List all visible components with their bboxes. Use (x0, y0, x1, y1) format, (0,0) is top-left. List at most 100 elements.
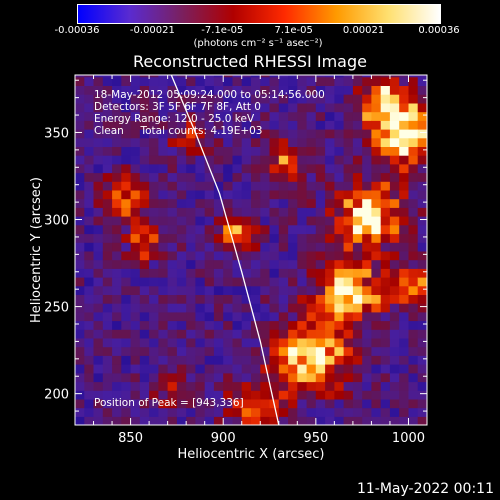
heatmap-cell (84, 120, 95, 130)
heatmap-cell (167, 146, 178, 156)
heatmap-cell (167, 303, 178, 313)
heatmap-cell (93, 407, 104, 417)
heatmap-cell (232, 398, 243, 409)
heatmap-cell (417, 294, 427, 304)
x-tick-label: 900 (211, 431, 236, 446)
heatmap-cell (223, 181, 234, 191)
heatmap-cell (315, 311, 326, 322)
heatmap-cell (417, 381, 427, 391)
heatmap-cell (278, 181, 289, 191)
heatmap-cell (288, 364, 298, 374)
heatmap-cell (306, 94, 317, 104)
heatmap-cell (102, 120, 113, 130)
heatmap-cell (343, 224, 354, 235)
heatmap-cell (325, 372, 335, 383)
heatmap-cell (223, 137, 234, 147)
heatmap-cell (408, 224, 419, 235)
heatmap-cell (149, 294, 159, 304)
heatmap-cell (186, 250, 197, 261)
heatmap-cell (75, 216, 85, 226)
heatmap-cell (223, 146, 234, 156)
heatmap-cell (93, 259, 104, 269)
heatmap-cell (278, 137, 289, 147)
heatmap-cell (130, 216, 141, 226)
heatmap-cell (251, 337, 261, 348)
heatmap-cell (362, 329, 373, 339)
heatmap-cell (158, 416, 169, 425)
heatmap-cell (232, 181, 243, 191)
heatmap-cell (176, 172, 187, 182)
heatmap-cell (297, 250, 308, 261)
heatmap-cell (223, 85, 234, 95)
heatmap-cell (269, 111, 280, 121)
heatmap-cell (371, 355, 382, 365)
heatmap-cell (380, 233, 391, 243)
heatmap-cell (278, 416, 289, 425)
heatmap-cell (269, 303, 280, 313)
heatmap-cell (269, 102, 280, 113)
heatmap-cell (334, 155, 345, 165)
heatmap-cell (278, 216, 289, 226)
heatmap-cell (417, 242, 427, 252)
heatmap-cell (417, 416, 427, 425)
heatmap-cell (176, 76, 187, 86)
heatmap-cell (167, 390, 178, 400)
heatmap-cell (158, 120, 169, 130)
heatmap-cell (352, 198, 363, 208)
heatmap-cell (176, 364, 187, 374)
heatmap-cell (399, 163, 410, 174)
heatmap-cell (380, 137, 391, 147)
heatmap-cell (102, 390, 113, 400)
heatmap-cell (176, 277, 187, 287)
heatmap-cell (241, 85, 252, 95)
heatmap-cell (223, 329, 234, 339)
heatmap-cell (408, 277, 419, 287)
info-energy-range: Energy Range: 12.0 - 25.0 keV (94, 113, 255, 125)
heatmap-cell (389, 268, 400, 278)
heatmap-cell (352, 311, 363, 322)
heatmap-cell (371, 277, 382, 287)
heatmap-cell (306, 259, 317, 269)
heatmap-cell (334, 285, 345, 295)
heatmap-cell (269, 224, 280, 235)
heatmap-cell (213, 207, 224, 217)
heatmap-cell (195, 372, 206, 383)
heatmap-cell (121, 137, 132, 147)
heatmap-cell (139, 75, 150, 78)
heatmap-cell (112, 198, 122, 208)
heatmap-cell (75, 120, 85, 130)
heatmap-cell (130, 250, 141, 261)
heatmap-cell (389, 198, 400, 208)
heatmap-cell (352, 320, 363, 330)
heatmap-cell (352, 259, 363, 269)
heatmap-cell (325, 311, 335, 322)
heatmap-cell (195, 329, 206, 339)
heatmap-cell (260, 216, 271, 226)
heatmap-cell (186, 102, 197, 113)
heatmap-cell (306, 346, 317, 356)
heatmap-cell (389, 294, 400, 304)
heatmap-cell (186, 398, 197, 409)
heatmap-cell (269, 416, 280, 425)
heatmap-cell (167, 259, 178, 269)
heatmap-cell (315, 85, 326, 95)
heatmap-cell (325, 137, 335, 147)
heatmap-cell (251, 216, 261, 226)
heatmap-cell (297, 181, 308, 191)
heatmap-cell (75, 172, 85, 182)
heatmap-cell (362, 216, 373, 226)
heatmap-cell (260, 94, 271, 104)
heatmap-cell (417, 268, 427, 278)
heatmap-cell (297, 372, 308, 383)
heatmap-cell (334, 372, 345, 383)
heatmap-cell (84, 224, 95, 235)
heatmap-cell (371, 76, 382, 86)
heatmap-cell (84, 216, 95, 226)
heatmap-cell (84, 85, 95, 95)
heatmap-cell (260, 329, 271, 339)
heatmap-cell (352, 416, 363, 425)
heatmap-cell (75, 355, 85, 365)
heatmap-cell (232, 94, 243, 104)
heatmap-cell (278, 372, 289, 383)
heatmap-cell (75, 155, 85, 165)
